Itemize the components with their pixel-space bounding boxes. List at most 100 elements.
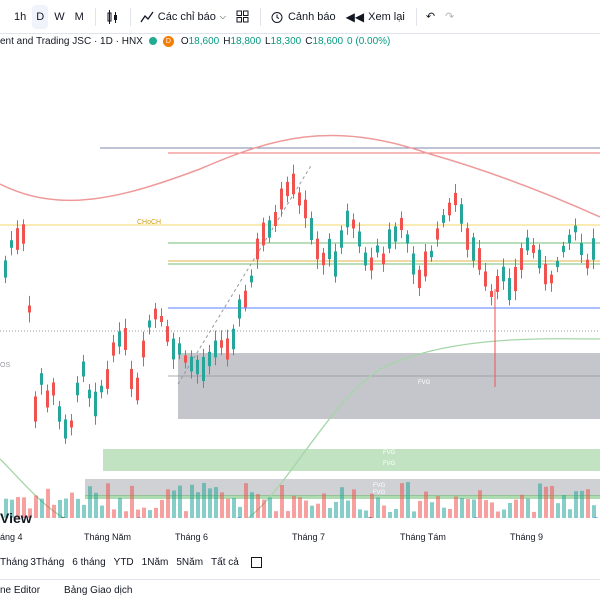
candle-body bbox=[448, 202, 451, 216]
candle-body bbox=[400, 217, 403, 231]
candle-body bbox=[532, 245, 535, 253]
volume-bar bbox=[526, 498, 530, 518]
alert-button[interactable]: Cảnh báo bbox=[266, 5, 340, 29]
toolbar-divider bbox=[129, 7, 131, 26]
undo-icon: ↶ bbox=[425, 11, 436, 23]
volume-bar bbox=[178, 485, 182, 518]
candle-body bbox=[190, 356, 193, 372]
volume-bar bbox=[202, 482, 206, 518]
volume-bar bbox=[154, 507, 158, 518]
chart-canvas[interactable]: CHoCHFVGFVGFVGFVGFVGOSEDEDED bbox=[0, 49, 600, 530]
high-value: 18,800 bbox=[230, 35, 262, 47]
fvg-label: FVG bbox=[383, 450, 396, 456]
candle-body bbox=[466, 228, 469, 250]
redo-icon: ↷ bbox=[445, 11, 455, 23]
redo-button[interactable]: ↷ bbox=[441, 5, 458, 29]
volume-bar bbox=[376, 497, 380, 518]
candle-body bbox=[526, 237, 529, 251]
volume-bar bbox=[352, 489, 356, 518]
candle-body bbox=[292, 173, 295, 195]
volume-bar bbox=[430, 502, 434, 518]
tab-trading-panel[interactable]: Bảng Giao dịch bbox=[64, 584, 133, 596]
candle-body bbox=[328, 238, 331, 260]
change-value: 0 (0.00%) bbox=[347, 35, 391, 47]
candle-body bbox=[226, 338, 229, 360]
calendar-icon[interactable] bbox=[250, 556, 262, 568]
tab-pine-editor[interactable]: ne Editor bbox=[0, 584, 41, 596]
candle-body bbox=[406, 234, 409, 244]
interval-d[interactable]: D bbox=[32, 4, 49, 29]
candle-body bbox=[64, 419, 67, 439]
volume-bar bbox=[28, 508, 32, 518]
volume-bar bbox=[400, 483, 404, 518]
range-1m[interactable]: Tháng bbox=[0, 556, 29, 568]
candle-body bbox=[256, 238, 259, 260]
candle-body bbox=[208, 351, 211, 367]
volume-bar bbox=[58, 499, 62, 518]
interval-1h[interactable]: 1h bbox=[14, 10, 27, 23]
volume-bar bbox=[370, 493, 374, 518]
candle-body bbox=[496, 276, 499, 292]
volume-bar bbox=[514, 499, 518, 518]
alert-label: Cảnh báo bbox=[287, 10, 336, 23]
high-key: H bbox=[223, 35, 231, 47]
undo-button[interactable]: ↶ bbox=[422, 5, 439, 29]
volume-bar bbox=[586, 489, 590, 518]
candle-body bbox=[214, 340, 217, 358]
candle-body bbox=[490, 290, 493, 298]
low-key: L bbox=[265, 35, 271, 47]
candle-body bbox=[16, 228, 19, 250]
open-key: O bbox=[180, 35, 189, 47]
layouts-button[interactable] bbox=[232, 5, 253, 29]
candle-body bbox=[562, 245, 565, 253]
volume-bar bbox=[232, 497, 236, 518]
range-all[interactable]: Tất cả bbox=[211, 556, 239, 568]
interval-w[interactable]: W bbox=[54, 10, 65, 23]
market-status-dot bbox=[148, 37, 157, 45]
volume-bar bbox=[244, 483, 248, 518]
price-chart[interactable]: CHoCHFVGFVGFVGFVGFVGOSEDEDED bbox=[0, 49, 600, 530]
candle-body bbox=[244, 290, 247, 308]
volume-bar bbox=[214, 487, 218, 518]
volume-bar bbox=[124, 511, 128, 518]
candle-body bbox=[178, 343, 181, 355]
symbol-legend: ent and Trading JSC · 1D · HNX D O 18,600… bbox=[0, 33, 600, 49]
range-3m[interactable]: 3Tháng bbox=[30, 556, 65, 568]
chart-style-button[interactable] bbox=[101, 5, 123, 29]
replay-button[interactable]: ◀◀ Xem lại bbox=[342, 5, 409, 29]
volume-bar bbox=[538, 483, 542, 518]
candle-body bbox=[220, 340, 223, 348]
candle-body bbox=[520, 248, 523, 270]
range-5y[interactable]: 5Năm bbox=[176, 556, 204, 568]
candle-body bbox=[34, 396, 37, 422]
close-key: C bbox=[305, 35, 313, 47]
volume-bar bbox=[238, 506, 242, 518]
candle-body bbox=[580, 242, 583, 256]
volume-bar bbox=[508, 502, 512, 518]
candle-body bbox=[94, 391, 97, 417]
volume-bar bbox=[304, 500, 308, 518]
symbol-title[interactable]: ent and Trading JSC · 1D · HNX bbox=[0, 35, 143, 47]
volume-bar bbox=[382, 505, 386, 518]
volume-bar bbox=[64, 498, 68, 518]
candle-body bbox=[22, 224, 25, 244]
volume-bar bbox=[184, 511, 188, 518]
volume-bar bbox=[88, 486, 92, 518]
curve-line bbox=[0, 134, 600, 218]
interval-m[interactable]: M bbox=[74, 10, 84, 23]
candle-body bbox=[478, 248, 481, 270]
volume-bar bbox=[4, 498, 8, 518]
volume-bar bbox=[496, 511, 500, 518]
volume-bar bbox=[226, 498, 230, 518]
close-value: 18,600 bbox=[312, 35, 344, 47]
indicators-button[interactable]: Các chỉ báo ⌵ bbox=[136, 5, 230, 29]
range-1y[interactable]: 1Năm bbox=[141, 556, 169, 568]
candle-body bbox=[166, 326, 169, 342]
chevron-down-icon: ⌵ bbox=[219, 11, 226, 21]
candle-body bbox=[130, 368, 133, 390]
candle-body bbox=[286, 181, 289, 197]
range-ytd[interactable]: YTD bbox=[113, 556, 134, 568]
volume-bar bbox=[394, 509, 398, 518]
time-axis[interactable]: áng 4 Tháng Năm Tháng 6 Tháng 7 Tháng Tá… bbox=[0, 528, 600, 548]
range-6m[interactable]: 6 tháng bbox=[72, 556, 106, 568]
